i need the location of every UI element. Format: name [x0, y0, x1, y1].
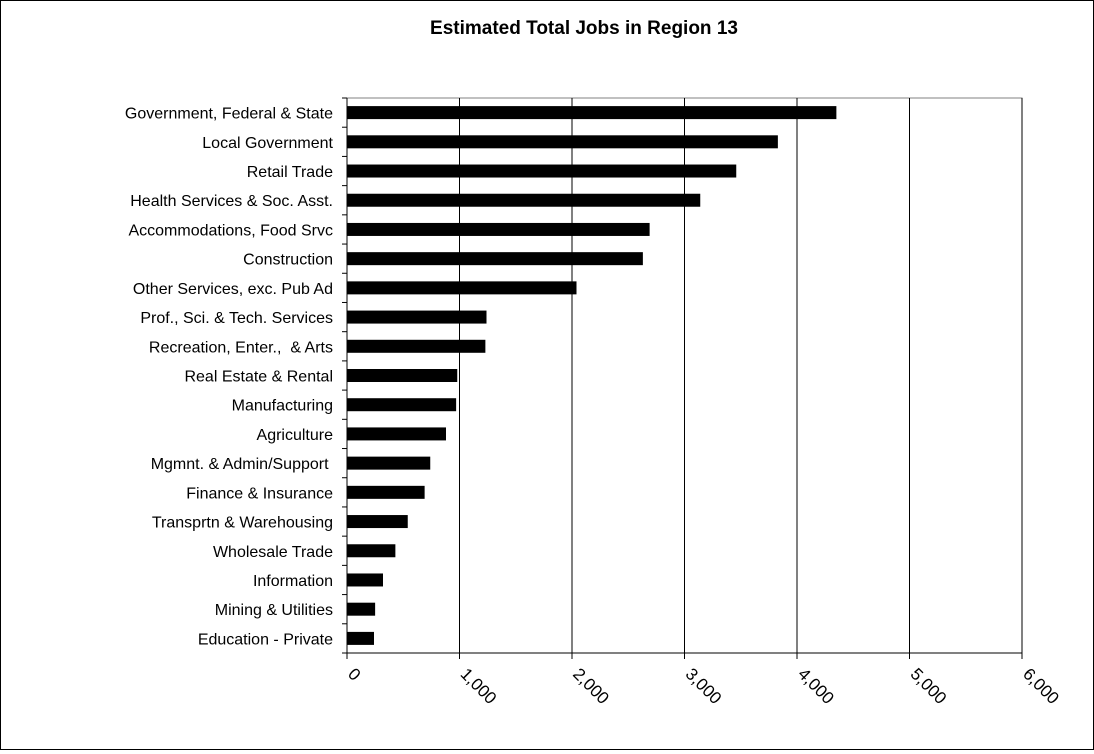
category-label: Recreation, Enter., & Arts: [149, 339, 333, 356]
x-tick-label: 2,000: [569, 664, 613, 708]
bar: [347, 135, 778, 149]
category-label: Mining & Utilities: [215, 602, 333, 619]
category-label: Wholesale Trade: [213, 544, 333, 561]
x-tick-label: 3,000: [682, 664, 726, 708]
category-label: Prof., Sci. & Tech. Services: [140, 310, 333, 327]
category-label: Construction: [243, 252, 333, 269]
bar: [347, 369, 458, 382]
x-tick-label: 4,000: [794, 664, 838, 708]
category-label: Finance & Insurance: [186, 485, 333, 502]
category-label: Health Services & Soc. Asst.: [130, 193, 333, 210]
bar: [347, 252, 643, 266]
category-label: Local Government: [202, 135, 333, 152]
category-label: Government, Federal & State: [125, 106, 333, 123]
bar: [347, 427, 446, 441]
category-label: Manufacturing: [232, 398, 333, 415]
plot-area: Government, Federal & State Local Governm…: [125, 97, 1063, 708]
category-label: Education - Private: [198, 631, 333, 648]
x-tick-label: 0: [344, 664, 364, 684]
category-label: Real Estate & Rental: [184, 369, 333, 386]
category-label: Agriculture: [257, 427, 334, 444]
bar: [347, 310, 487, 324]
category-label: Mgmnt. & Admin/Support: [151, 456, 333, 473]
category-label: Other Services, exc. Pub Ad: [133, 281, 333, 298]
bar: [347, 485, 425, 499]
bar: [347, 398, 457, 412]
category-label: Information: [253, 573, 333, 590]
bar: [347, 339, 486, 353]
category-label: Transprtn & Warehousing: [152, 515, 333, 532]
bar: [347, 164, 737, 178]
bar: [347, 602, 376, 616]
bar: [347, 281, 577, 295]
bar: [347, 515, 408, 529]
x-tick-label: 5,000: [907, 664, 951, 708]
bar: [347, 544, 396, 558]
bar: [347, 222, 650, 236]
bar: [347, 631, 374, 645]
chart-title: Estimated Total Jobs in Region 13: [430, 18, 738, 39]
x-tick-label: 6,000: [1019, 664, 1063, 708]
bar: [347, 106, 837, 120]
bar: [347, 573, 383, 587]
x-tick-label: 1,000: [457, 664, 501, 708]
category-label: Retail Trade: [247, 164, 333, 181]
bar: [347, 193, 701, 207]
bar: [347, 456, 431, 470]
category-label: Accommodations, Food Srvc: [128, 222, 333, 239]
